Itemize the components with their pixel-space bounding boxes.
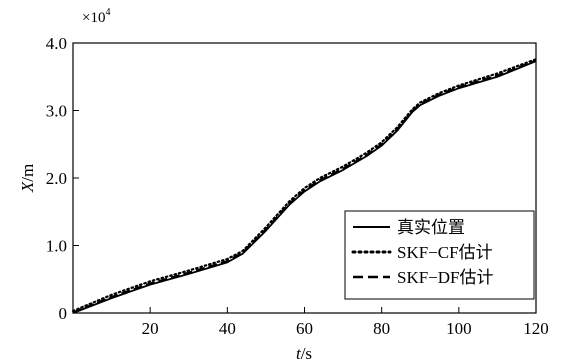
x-tick-label: 80 [373,319,390,338]
legend-label: 真实位置 [397,218,465,237]
x-tick-label: 60 [296,319,313,338]
series-line-1 [72,60,537,314]
tick-layer: 20 40 60 80 100 120 0 1.0 2.0 3.0 4.0 [46,34,549,338]
y-tick-label: 4.0 [46,34,67,53]
y-multiplier: ×104 [82,7,110,26]
x-tick-label: 20 [142,319,159,338]
x-tick-label: 120 [523,319,549,338]
series-line-3 [72,59,537,314]
y-tick-label: 2.0 [46,169,67,188]
x-tick-label: 100 [446,319,472,338]
series-line-2 [71,58,538,313]
legend-label: SKF−CF估计 [397,243,493,262]
legend-item-skf-cf: SKF−CF估计 [351,243,493,262]
legend-item-skf-df: SKF−DF估计 [353,268,494,287]
legend: 真实位置 SKF−CF估计 SKF−DF估计 [344,210,535,300]
x-tick-label: 40 [219,319,236,338]
plot-frame [72,42,537,314]
x-axis-label: t/s [296,344,312,363]
series-layer [71,58,538,314]
legend-label: SKF−DF估计 [397,268,494,287]
y-axis-label: X/m [18,164,37,193]
legend-item-true-position: 真实位置 [353,218,465,237]
y-tick-label: 0 [59,304,68,323]
y-tick-label: 3.0 [46,102,67,121]
legend-box [344,210,535,300]
y-tick-label: 1.0 [46,237,67,256]
